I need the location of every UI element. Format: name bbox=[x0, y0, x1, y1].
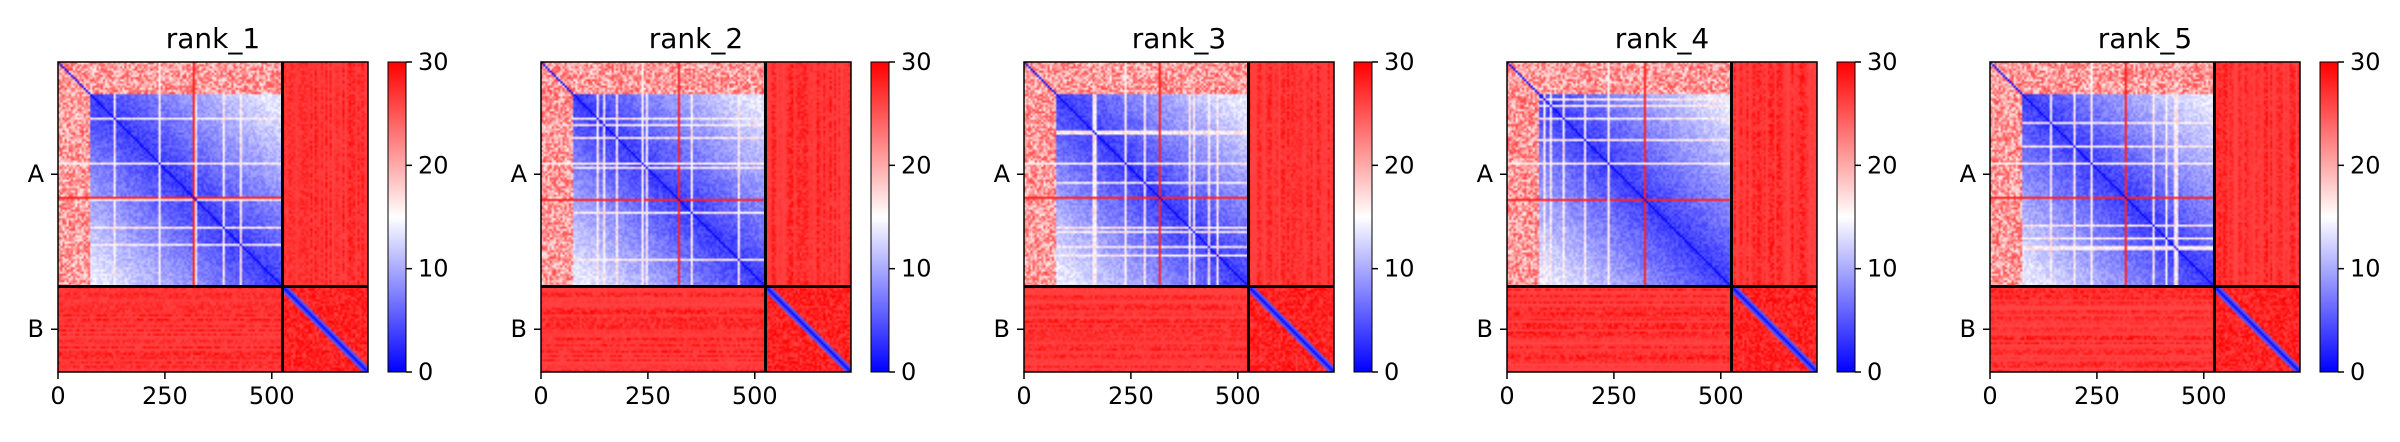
chain-label: B bbox=[1960, 315, 1976, 343]
colorbar-tick-label: 30 bbox=[901, 48, 932, 76]
x-tick-label: 500 bbox=[1698, 382, 1744, 410]
heatmap-image bbox=[1507, 62, 1817, 372]
colorbar-tick-label: 10 bbox=[1384, 255, 1415, 283]
panel-title: rank_5 bbox=[2098, 22, 2192, 55]
chain-label: A bbox=[1960, 160, 1977, 188]
colorbar-tick-label: 20 bbox=[901, 151, 932, 179]
colorbar-tick-label: 10 bbox=[901, 255, 932, 283]
heatmap-panel: rank_2 0 250 500 A B 0 10 20 30 bbox=[511, 22, 932, 410]
colorbar-tick-label: 10 bbox=[2350, 255, 2381, 283]
colorbar bbox=[2319, 61, 2339, 373]
colorbar bbox=[1353, 61, 1373, 373]
x-tick-label: 0 bbox=[1499, 382, 1514, 410]
colorbar-tick-label: 0 bbox=[1384, 358, 1399, 386]
heatmap-image bbox=[1024, 62, 1334, 372]
x-tick-label: 250 bbox=[142, 382, 188, 410]
heatmap-image bbox=[58, 62, 368, 372]
colorbar bbox=[1836, 61, 1856, 373]
panel-title: rank_1 bbox=[166, 22, 260, 55]
colorbar-tick-label: 20 bbox=[2350, 151, 2381, 179]
axes-frame bbox=[1023, 61, 1335, 373]
axes-frame bbox=[540, 61, 852, 373]
x-tick-label: 0 bbox=[1016, 382, 1031, 410]
colorbar bbox=[870, 61, 890, 373]
axes-frame bbox=[1506, 61, 1818, 373]
colorbar-tick-label: 0 bbox=[2350, 358, 2365, 386]
axes-frame bbox=[57, 61, 369, 373]
heatmap-panel: rank_5 0 250 500 A B 0 10 20 30 bbox=[1960, 22, 2381, 410]
heatmap-panel: rank_1 0 250 500 A B 0 10 20 30 bbox=[28, 22, 449, 410]
x-tick-label: 250 bbox=[625, 382, 671, 410]
x-tick-label: 500 bbox=[1215, 382, 1261, 410]
chain-label: A bbox=[1477, 160, 1494, 188]
colorbar-tick-label: 10 bbox=[1867, 255, 1898, 283]
heatmap-image bbox=[1990, 62, 2300, 372]
colorbar bbox=[387, 61, 407, 373]
chain-label: A bbox=[28, 160, 45, 188]
colorbar-tick-label: 30 bbox=[1384, 48, 1415, 76]
chain-label: B bbox=[28, 315, 44, 343]
axes-frame bbox=[1989, 61, 2301, 373]
panel-title: rank_2 bbox=[649, 22, 743, 55]
colorbar-tick-label: 20 bbox=[1867, 151, 1898, 179]
x-tick-label: 250 bbox=[1591, 382, 1637, 410]
colorbar-tick-label: 10 bbox=[418, 255, 449, 283]
panel-title: rank_4 bbox=[1615, 22, 1709, 55]
panel-title: rank_3 bbox=[1132, 22, 1226, 55]
heatmap-panel: rank_4 0 250 500 A B 0 10 20 30 bbox=[1477, 22, 1898, 410]
colorbar-tick-label: 20 bbox=[1384, 151, 1415, 179]
x-tick-label: 250 bbox=[1108, 382, 1154, 410]
colorbar-tick-label: 30 bbox=[1867, 48, 1898, 76]
x-tick-label: 0 bbox=[50, 382, 65, 410]
colorbar-tick-label: 20 bbox=[418, 151, 449, 179]
colorbar-tick-label: 0 bbox=[901, 358, 916, 386]
x-tick-label: 500 bbox=[249, 382, 295, 410]
x-tick-label: 500 bbox=[732, 382, 778, 410]
heatmap-image bbox=[541, 62, 851, 372]
x-tick-label: 500 bbox=[2181, 382, 2227, 410]
colorbar-tick-label: 30 bbox=[2350, 48, 2381, 76]
chain-label: A bbox=[994, 160, 1011, 188]
chain-label: B bbox=[511, 315, 527, 343]
chain-label: B bbox=[994, 315, 1010, 343]
x-tick-label: 250 bbox=[2074, 382, 2120, 410]
x-tick-label: 0 bbox=[1982, 382, 1997, 410]
chain-label: A bbox=[511, 160, 528, 188]
chain-label: B bbox=[1477, 315, 1493, 343]
x-tick-label: 0 bbox=[533, 382, 548, 410]
colorbar-tick-label: 0 bbox=[418, 358, 433, 386]
heatmap-panel: rank_3 0 250 500 A B 0 10 20 30 bbox=[994, 22, 1415, 410]
colorbar-tick-label: 0 bbox=[1867, 358, 1882, 386]
colorbar-tick-label: 30 bbox=[418, 48, 449, 76]
